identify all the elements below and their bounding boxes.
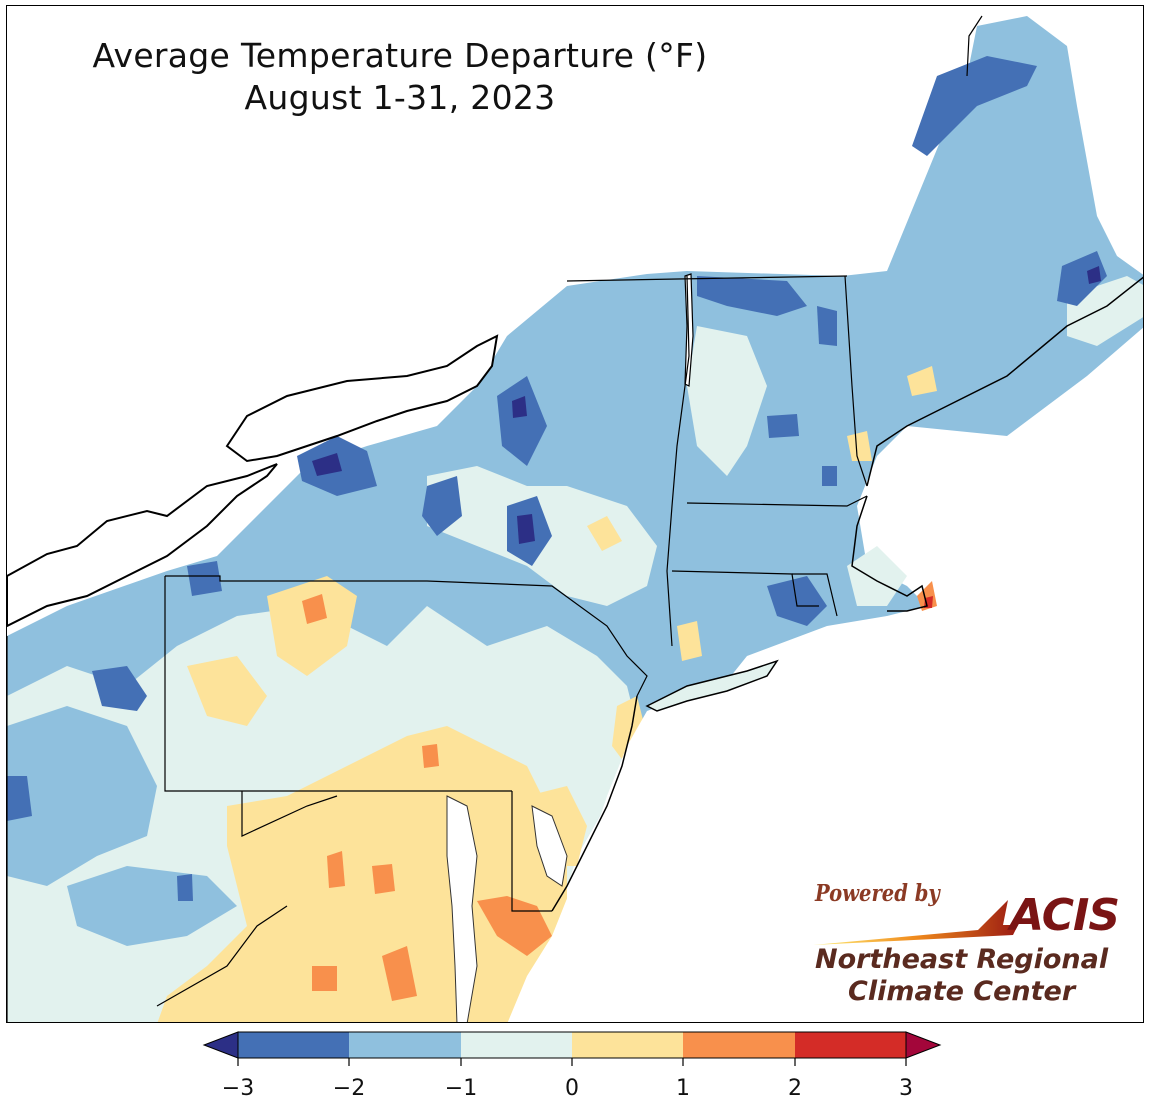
colorbar-tick-label: 1: [676, 1076, 690, 1101]
colorbar-tick-label: −3: [221, 1076, 255, 1101]
acis-swoosh-icon: [813, 900, 1018, 945]
lake-champlain: [684, 273, 694, 387]
map-title: Average Temperature Departure (°F): [92, 36, 708, 75]
zone-neutral-3: [687, 326, 767, 476]
zone-cool-oh: [7, 776, 32, 821]
powered-by-label: Powered by: [815, 880, 940, 907]
zone-hot-va3: [382, 946, 417, 1001]
zone-warm-pa: [187, 656, 267, 726]
zone-cool-pa-west: [92, 666, 147, 711]
lake-ontario: [225, 334, 499, 463]
long-island: [645, 659, 779, 712]
colorbar-bin-minus2-minus1: [349, 1032, 461, 1058]
ocean: [507, 616, 1143, 1022]
colorbar-tick-label: 0: [565, 1076, 579, 1101]
zone-cool-nh2: [822, 466, 837, 486]
zone-hot-va4: [312, 966, 337, 991]
colorbar-bin-0-1: [572, 1032, 683, 1058]
chesapeake-bay: [446, 795, 478, 1022]
zone-hot-md: [422, 744, 439, 768]
zone-warm-ne1: [587, 516, 622, 551]
organization-name-line1: Northeast Regional: [815, 944, 1109, 975]
zone-hot-pa: [302, 594, 327, 624]
zone-cool-ny-mid: [422, 476, 462, 536]
colorbar-bin-2-3: [795, 1032, 906, 1058]
zone-hot-va2: [372, 864, 395, 894]
colorbar-extend-low: [202, 1031, 239, 1059]
temperature-departure-map: [7, 15, 1143, 1022]
zone-cool-nny: [697, 276, 807, 316]
colorbar-bin-minus1-0: [461, 1032, 572, 1058]
zone-coldest-wny: [312, 453, 342, 476]
colorbar: [202, 1031, 942, 1066]
zone-coldest-cny2: [517, 514, 535, 544]
zone-cool-nh: [817, 306, 837, 346]
colorbar-extend-high: [905, 1031, 942, 1059]
zone-warm-central: [267, 576, 357, 676]
state-borders: [7, 15, 983, 1022]
colorbar-tick-label: −2: [332, 1076, 366, 1101]
delaware-bay: [531, 805, 568, 887]
coastline-nj: [551, 695, 638, 912]
zone-cool-me-east: [1057, 251, 1107, 306]
zone-cool-cny: [497, 376, 547, 466]
colorbar-tick-label: 3: [899, 1076, 913, 1101]
colorbar-bin-1-2: [683, 1032, 795, 1058]
coastline-ne: [866, 276, 1143, 487]
colorbar-tick-label: 2: [788, 1076, 802, 1101]
zone-lightblue-sw: [7, 706, 157, 886]
zone-cool-ma: [767, 576, 827, 626]
zone-cool-vt: [767, 414, 799, 438]
lake-erie: [7, 463, 278, 628]
map-subtitle-date-range: August 1-31, 2023: [244, 78, 556, 117]
zone-warm-nh: [847, 431, 872, 461]
coastline-ma: [851, 495, 928, 612]
map-frame: [6, 5, 1144, 1023]
zone-cool-pa-nw: [187, 561, 222, 596]
colorbar-bin-minus3-minus2: [238, 1032, 349, 1058]
acis-wordmark: ACIS: [1010, 890, 1120, 941]
zone-cool-wv: [177, 874, 193, 901]
zone-lightblue-sw2: [67, 866, 237, 946]
colorbar-tick-label: −1: [444, 1076, 478, 1101]
zone-coldest-cny: [512, 396, 527, 418]
zone-warm-me: [907, 366, 937, 396]
zone-hot-va1: [327, 851, 345, 888]
organization-name-line2: Climate Center: [848, 976, 1076, 1007]
zone-cool-maine-north: [912, 56, 1037, 156]
zone-neutral-4: [847, 546, 907, 606]
zone-warm-ct: [677, 621, 702, 661]
zone-coldest-me: [1087, 266, 1101, 284]
